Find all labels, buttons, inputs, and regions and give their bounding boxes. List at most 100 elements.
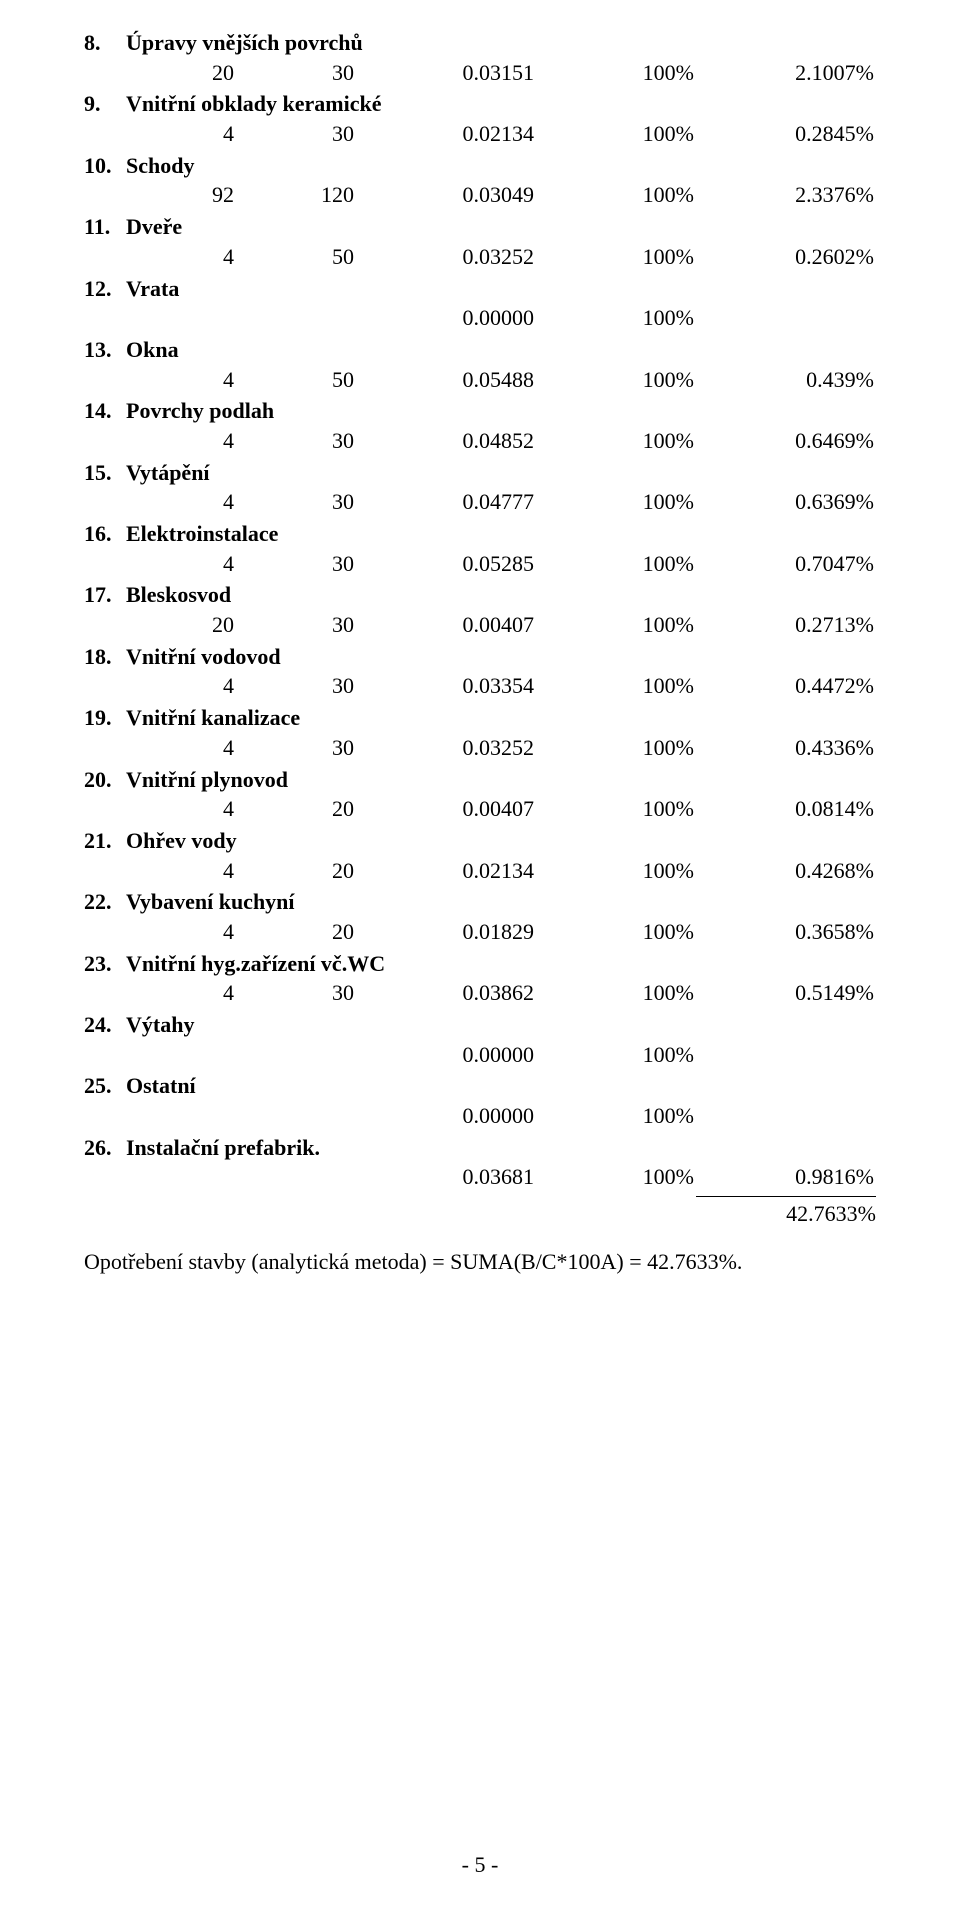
item-values-row: 921200.03049100%2.3376%: [84, 180, 876, 210]
item-heading: 21.Ohřev vody: [84, 826, 876, 856]
col-e-value: 0.2713%: [694, 610, 874, 640]
item-values-row: 0.03681100%0.9816%: [84, 1162, 876, 1192]
item-heading: 10.Schody: [84, 151, 876, 181]
col-e-value: 0.3658%: [694, 917, 874, 947]
item-name-text: Bleskosvod: [126, 582, 231, 607]
col-d-value: 100%: [534, 58, 694, 88]
item-values-row: 0.00000100%: [84, 1040, 876, 1070]
col-d-value: 100%: [534, 487, 694, 517]
item-name-text: Vnitřní kanalizace: [126, 705, 300, 730]
col-b-value: 50: [234, 365, 354, 395]
item-heading: 8.Úpravy vnějších povrchů: [84, 28, 876, 58]
item-name-text: Vytápění: [126, 460, 210, 485]
item-name-text: Elektroinstalace: [126, 521, 278, 546]
col-a-value: 4: [84, 549, 234, 579]
col-c-value: 0.05285: [354, 549, 534, 579]
item-values-row: 4300.05285100%0.7047%: [84, 549, 876, 579]
col-c-value: 0.04777: [354, 487, 534, 517]
total-value: 42.7633%: [696, 1196, 876, 1227]
col-d-value: 100%: [534, 671, 694, 701]
item-number: 25.: [84, 1071, 126, 1101]
item-name-text: Úpravy vnějších povrchů: [126, 30, 363, 55]
col-b-value: 30: [234, 733, 354, 763]
item-heading: 14.Povrchy podlah: [84, 396, 876, 426]
col-b-value: 30: [234, 610, 354, 640]
item-number: 21.: [84, 826, 126, 856]
col-c-value: 0.03049: [354, 180, 534, 210]
page: 8.Úpravy vnějších povrchů20300.03151100%…: [0, 0, 960, 1920]
col-b-value: 30: [234, 671, 354, 701]
col-b-value: 20: [234, 917, 354, 947]
col-a-value: 4: [84, 733, 234, 763]
item-number: 11.: [84, 212, 126, 242]
item-number: 13.: [84, 335, 126, 365]
item-values-row: 4200.00407100%0.0814%: [84, 794, 876, 824]
item-heading: 9.Vnitřní obklady keramické: [84, 89, 876, 119]
item-number: 16.: [84, 519, 126, 549]
col-c-value: 0.00407: [354, 610, 534, 640]
col-c-value: 0.02134: [354, 856, 534, 886]
item-heading: 25.Ostatní: [84, 1071, 876, 1101]
item-number: 10.: [84, 151, 126, 181]
col-d-value: 100%: [534, 917, 694, 947]
item-values-row: 20300.00407100%0.2713%: [84, 610, 876, 640]
item-values-row: 4500.03252100%0.2602%: [84, 242, 876, 272]
col-c-value: 0.03681: [354, 1162, 534, 1192]
item-number: 24.: [84, 1010, 126, 1040]
col-e-value: 0.2845%: [694, 119, 874, 149]
item-number: 20.: [84, 765, 126, 795]
item-name-text: Instalační prefabrik.: [126, 1135, 320, 1160]
item-heading: 19.Vnitřní kanalizace: [84, 703, 876, 733]
col-e-value: 0.9816%: [694, 1162, 874, 1192]
col-c-value: 0.00000: [354, 1040, 534, 1070]
col-a-value: 4: [84, 917, 234, 947]
item-heading: 13.Okna: [84, 335, 876, 365]
item-heading: 11.Dveře: [84, 212, 876, 242]
col-d-value: 100%: [534, 119, 694, 149]
item-heading: 17.Bleskosvod: [84, 580, 876, 610]
col-d-value: 100%: [534, 733, 694, 763]
item-number: 23.: [84, 949, 126, 979]
col-e-value: 0.4268%: [694, 856, 874, 886]
col-a-value: 4: [84, 671, 234, 701]
col-e-value: 0.439%: [694, 365, 874, 395]
col-a-value: 4: [84, 426, 234, 456]
col-a-value: 4: [84, 119, 234, 149]
item-name-text: Vybavení kuchyní: [126, 889, 295, 914]
col-b-value: 20: [234, 856, 354, 886]
col-a-value: 4: [84, 856, 234, 886]
col-b-value: 50: [234, 242, 354, 272]
col-a-value: 4: [84, 365, 234, 395]
col-e-value: 2.1007%: [694, 58, 874, 88]
col-a-value: 4: [84, 242, 234, 272]
col-e-value: 0.7047%: [694, 549, 874, 579]
item-values-row: 0.00000100%: [84, 1101, 876, 1131]
col-e-value: 0.2602%: [694, 242, 874, 272]
col-c-value: 0.03252: [354, 242, 534, 272]
item-values-row: 4300.02134100%0.2845%: [84, 119, 876, 149]
col-c-value: 0.02134: [354, 119, 534, 149]
col-c-value: 0.03151: [354, 58, 534, 88]
col-d-value: 100%: [534, 610, 694, 640]
col-c-value: 0.04852: [354, 426, 534, 456]
col-d-value: 100%: [534, 1101, 694, 1131]
item-values-row: 20300.03151100%2.1007%: [84, 58, 876, 88]
item-name-text: Okna: [126, 337, 179, 362]
item-values-row: 4300.03252100%0.4336%: [84, 733, 876, 763]
item-values-row: 4200.01829100%0.3658%: [84, 917, 876, 947]
item-heading: 26.Instalační prefabrik.: [84, 1133, 876, 1163]
item-values-row: 4300.04777100%0.6369%: [84, 487, 876, 517]
col-e-value: 0.5149%: [694, 978, 874, 1008]
col-c-value: 0.03252: [354, 733, 534, 763]
item-values-row: 4300.03862100%0.5149%: [84, 978, 876, 1008]
col-b-value: 120: [234, 180, 354, 210]
col-d-value: 100%: [534, 549, 694, 579]
item-values-row: 0.00000100%: [84, 303, 876, 333]
item-heading: 22.Vybavení kuchyní: [84, 887, 876, 917]
col-b-value: 30: [234, 426, 354, 456]
col-e-value: 0.4336%: [694, 733, 874, 763]
col-e-value: 0.4472%: [694, 671, 874, 701]
col-b-value: 30: [234, 487, 354, 517]
col-b-value: 30: [234, 549, 354, 579]
col-b-value: 30: [234, 978, 354, 1008]
